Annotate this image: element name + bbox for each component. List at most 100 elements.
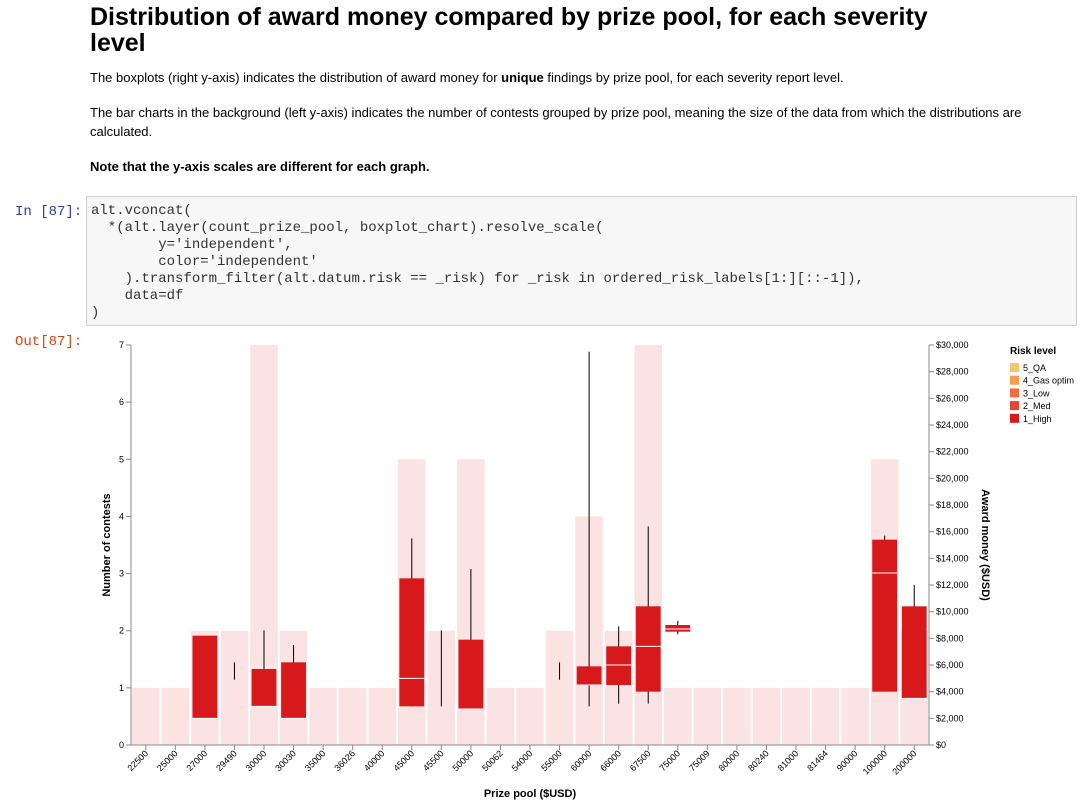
legend-swatch [1010,401,1019,411]
x-tick-label: 100000 [861,748,889,776]
box [901,606,927,699]
legend-swatch [1010,388,1019,398]
legend-title: Risk level [1010,346,1056,357]
x-tick-label: 55000 [539,748,564,773]
count-bar [664,687,692,745]
box [635,606,661,692]
code[interactable]: alt.vconcat( *(alt.layer(count_prize_poo… [91,203,864,321]
count-bar [220,630,249,745]
x-tick-label: 25000 [155,748,180,773]
x-tick-label: 60000 [569,748,594,773]
y2-tick-label: $4,000 [936,687,964,697]
y2-tick-label: $28,000 [936,367,969,377]
legend-label: 5_QA [1023,363,1046,373]
x-tick-label: 80240 [746,748,771,773]
legend-swatch [1010,413,1019,423]
x-tick-label: 27000 [185,748,210,773]
count-bar [752,687,781,745]
x-tick-label: 75009 [687,748,712,773]
box [606,646,632,685]
y-tick-label: 3 [119,569,124,579]
x-tick-label: 200000 [890,748,918,776]
bold-text: unique [501,70,544,85]
x-tick-label: 66000 [598,748,623,773]
y-tick-label: 1 [119,683,124,693]
x-axis-title: Prize pool ($USD) [484,788,577,800]
chart: 0 1 2 3 4 5 6 7 $0 $2,000 $4,000 $6,000 $8,000 $10,00… [101,340,1074,800]
y2-axis-title: Award money ($USD) [979,489,991,601]
count-bar [309,687,337,745]
x-tick-label: 45000 [391,748,416,773]
x-tick-label: 22500 [125,748,150,773]
y2-tick-label: $16,000 [936,527,969,537]
count-bar [545,630,574,745]
x-tick-label: 45500 [421,748,446,773]
y2-tick-label: $24,000 [936,420,969,430]
legend-label: 2_Med [1023,401,1051,411]
y2-tick-label: $12,000 [936,580,969,590]
x-tick-label: 30030 [273,748,298,773]
y-tick-label: 6 [119,397,124,407]
box [872,539,898,692]
y2-tick-label: $26,000 [936,393,969,403]
y-tick-label: 0 [119,740,124,750]
x-tick-label: 40000 [362,748,387,773]
x-tick-label: 54000 [510,748,535,773]
legend-swatch [1010,363,1019,372]
y2-tick-label: $30,000 [936,340,969,350]
count-bar [486,687,515,745]
y-tick-label: 4 [119,511,124,521]
box [192,635,218,719]
box [665,625,691,632]
x-tick-label: 36026 [332,748,357,773]
x-tick-label: 90000 [835,748,860,773]
legend-label: 1_High [1023,414,1052,424]
box [399,578,425,707]
note: Note that the y-axis scales are differen… [90,159,430,174]
paragraph: The bar charts in the background (left y… [90,105,1022,139]
in-prompt: In [87]: [15,204,83,220]
heading: Distribution of award money compared by … [90,3,928,57]
out-prompt: Out[87]: [15,334,83,350]
x-tick-label: 80000 [717,748,742,773]
count-bar [841,687,869,745]
text: The boxplots (right y-axis) indicates th… [90,70,502,85]
box [281,662,306,719]
count-bar [723,687,751,745]
legend-swatch [1010,375,1019,385]
x-tick-label: 81464 [805,748,830,773]
x-tick-label: 50000 [451,748,476,773]
y-tick-label: 2 [119,626,124,636]
count-bar [811,687,840,745]
box [458,639,484,709]
legend-label: 3_Low [1023,388,1050,398]
x-tick-label: 75000 [657,748,682,773]
count-bar [338,687,367,745]
legend-label: 4_Gas optim [1023,376,1074,386]
count-bar [161,687,190,745]
box [251,669,277,707]
x-tick-label: 81000 [776,748,801,773]
text: findings by prize pool, for each severit… [543,70,844,85]
x-tick-label: 67500 [628,748,653,773]
code-cell[interactable]: alt.vconcat( *(alt.layer(count_prize_poo… [86,196,1077,326]
x-tick-label: 35000 [303,748,328,773]
y2-tick-label: $20,000 [936,473,969,483]
x-tick-label: 30000 [244,748,269,773]
y2-tick-label: $0 [936,740,946,750]
y2-tick-label: $22,000 [936,447,969,457]
count-bar [693,687,722,745]
count-bar [132,687,160,745]
y2-tick-label: $14,000 [936,553,969,563]
y2-tick-label: $18,000 [936,500,969,510]
y2-tick-label: $2,000 [936,713,964,723]
paragraph: The boxplots (right y-axis) indicates th… [90,68,1030,87]
y2-tick-label: $6,000 [936,660,964,670]
x-tick-label: 50062 [480,748,505,773]
count-bar [782,687,810,745]
box [576,666,602,685]
y2-tick-label: $8,000 [936,633,964,643]
y-tick-label: 7 [119,340,124,350]
y-axis-title: Number of contests [101,493,113,596]
